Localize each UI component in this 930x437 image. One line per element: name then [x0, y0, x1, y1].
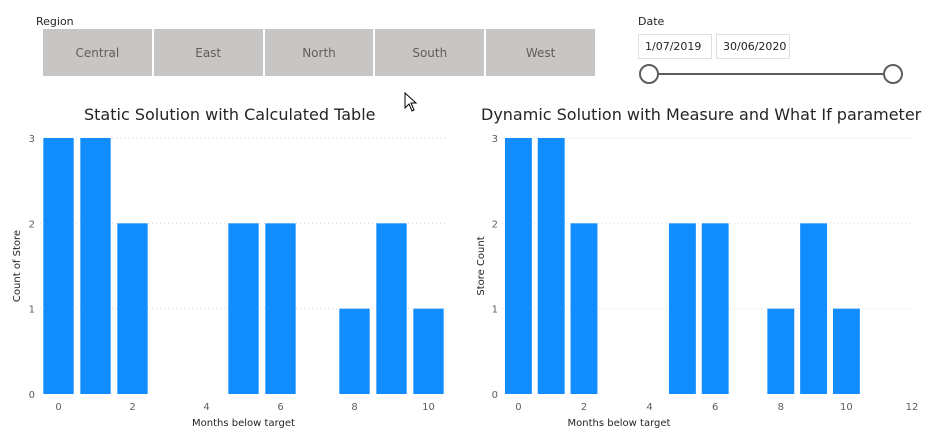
slider-start-handle[interactable]: [639, 64, 659, 84]
bar: [413, 308, 444, 394]
bar: [376, 223, 407, 394]
x-tick-label: 6: [712, 402, 718, 413]
bar: [339, 308, 370, 394]
x-axis-title: Months below target: [568, 418, 671, 429]
bar: [800, 223, 828, 394]
x-tick-label: 8: [778, 402, 784, 413]
x-tick-label: 2: [129, 402, 135, 413]
region-slicer-label: Region: [36, 15, 74, 28]
right-chart-title: Dynamic Solution with Measure and What I…: [481, 105, 922, 124]
x-tick-label: 0: [515, 402, 521, 413]
region-tile-north[interactable]: North: [264, 29, 376, 76]
date-range-slider[interactable]: [638, 63, 904, 85]
bar: [668, 223, 696, 394]
y-tick-label: 2: [29, 219, 35, 230]
left-chart-title: Static Solution with Calculated Table: [84, 105, 376, 124]
region-tile-west[interactable]: West: [486, 29, 595, 76]
y-axis-title: Store Count: [476, 236, 487, 295]
bar: [43, 138, 74, 394]
region-tile-central[interactable]: Central: [43, 29, 154, 76]
y-tick-label: 3: [29, 134, 35, 145]
region-tile-east[interactable]: East: [153, 29, 265, 76]
x-tick-label: 10: [422, 402, 435, 413]
y-tick-label: 1: [29, 305, 35, 316]
x-tick-label: 12: [906, 402, 919, 413]
bar: [504, 138, 532, 394]
bar: [570, 223, 598, 394]
x-tick-label: 4: [203, 402, 209, 413]
bar: [832, 308, 860, 394]
x-tick-label: 2: [581, 402, 587, 413]
bar: [701, 223, 729, 394]
bar: [117, 223, 148, 394]
date-start-input[interactable]: 1/07/2019: [638, 34, 712, 59]
x-tick-label: 10: [840, 402, 853, 413]
y-tick-label: 3: [492, 134, 498, 145]
y-tick-label: 2: [492, 219, 498, 230]
bar: [767, 308, 795, 394]
x-tick-label: 8: [351, 402, 357, 413]
y-axis-title: Count of Store: [12, 230, 23, 302]
x-tick-label: 6: [277, 402, 283, 413]
x-tick-label: 4: [646, 402, 652, 413]
mouse-cursor-icon: [404, 92, 418, 112]
slider-end-handle[interactable]: [883, 64, 903, 84]
date-slicer-label: Date: [638, 15, 665, 28]
region-tile-south[interactable]: South: [375, 29, 487, 76]
region-slicer: Central East North South West: [43, 29, 595, 76]
x-tick-label: 0: [55, 402, 61, 413]
x-axis-title: Months below target: [192, 418, 295, 429]
y-tick-label: 0: [29, 390, 35, 401]
bar: [537, 138, 565, 394]
y-tick-label: 0: [492, 390, 498, 401]
bar: [228, 223, 259, 394]
y-tick-label: 1: [492, 305, 498, 316]
bar: [265, 223, 296, 394]
date-end-input[interactable]: 30/06/2020: [716, 34, 790, 59]
bar: [80, 138, 111, 394]
